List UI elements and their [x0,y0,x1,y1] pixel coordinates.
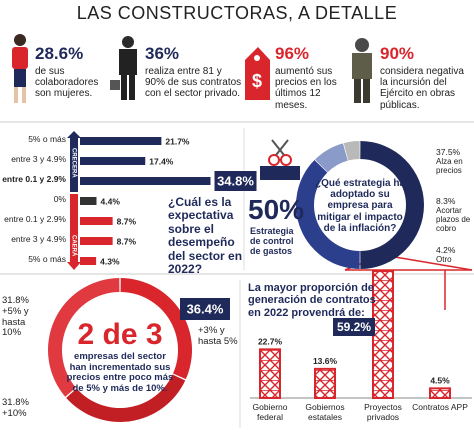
category-label: Gobierno federal [252,402,288,422]
category-label: Alza en precios [436,157,463,175]
value-label: 4.5% [430,376,450,386]
category-label: entre 0.1 y 2.9% [2,174,66,184]
stat-value: 36% [145,44,180,63]
value-label: 50% [248,194,305,225]
value-label: 8.3% [436,196,456,206]
category-label: +10% [2,408,27,419]
value-box [180,298,230,320]
soldier-icon [352,38,372,103]
stat-value: 96% [275,44,310,63]
category-label: +5% y hasta 10% [2,306,29,339]
value-label: 8.7% [117,236,137,246]
slice [360,141,424,269]
bar [80,157,146,165]
axis-label: CAERÁ [70,235,77,257]
bar [314,367,336,400]
value-label: 13.6% [313,356,338,366]
axis-label: CRECERÁ [70,148,77,178]
category-label: entre 0.1 y 2.9% [4,214,66,224]
value-label: 17.4% [149,156,174,166]
ring-text: empresas del sector han incrementado sus… [66,351,174,394]
value-label: 4.4% [101,196,121,206]
category-label: 5% o más [28,134,66,144]
question: ¿Qué estrategia ha adoptado su empresa p… [314,178,406,234]
bar [80,137,162,145]
bar [429,387,451,400]
value-box [333,318,375,336]
category-label: 0% [53,194,66,204]
bar-title: La mayor proporción de generación de con… [248,282,376,319]
bar [80,197,97,205]
title: LAS CONSTRUCTORAS, A DETALLE [76,3,398,23]
category-label: entre 3 y 4.9% [11,154,66,164]
slice [47,278,120,397]
bar [80,257,97,265]
value-label: 34.8% [217,173,254,188]
value-label: 36.4% [187,301,224,316]
bar [80,177,211,185]
category-label: Proyectos privados [364,402,402,422]
growth-axis [67,131,81,192]
slice [120,278,192,380]
category-label: Contratos APP [412,402,468,412]
stat-text: de sus colaboradores son mujeres. [35,66,99,100]
category-label: entre 3 y 4.9% [11,234,66,244]
svg-text:$: $ [252,71,262,91]
scissors-icon [260,139,300,180]
value-label: 22.7% [258,337,283,347]
category-label: 5% o más [28,254,66,264]
value-label: 8.7% [117,216,137,226]
stat-text: realiza entre 81 y 90% de sus contratos … [145,66,242,100]
category-label: +3% y hasta 5% [198,325,238,347]
slice [296,160,360,269]
bar [80,217,113,225]
stat-text: aumentó sus precios en los últimos 12 me… [275,66,337,111]
category-label: Otro [436,255,452,264]
slice [343,141,360,161]
value-label: 31.8% [2,397,29,408]
man-icon [110,36,137,100]
value-label: 4.2% [436,245,456,255]
value-label: 4.3% [100,256,120,266]
price-tag-icon: $ [245,47,270,100]
value-label: 21.7% [165,136,190,146]
category-label: Gobiernos estatales [305,402,345,422]
category-label: Acortar plazos de cobro [436,206,471,233]
value-label: 31.8% [2,295,29,306]
stat-value: 28.6% [35,44,84,63]
bar [259,348,281,400]
value-label: 37.5% [436,147,461,157]
stat-text: considera negativa la incursión del Ejér… [380,66,464,111]
value-label: 59.2% [337,320,371,334]
slice [315,143,348,173]
bar [372,270,394,399]
value-box [214,171,257,191]
slice [66,374,186,423]
stat-value: 90% [380,44,415,63]
bar [80,237,113,245]
woman-icon [12,34,28,103]
highlight: 2 de 3 [77,318,163,351]
category-label: Estrategia de control de gastos [250,226,294,257]
fall-axis [67,194,81,270]
question: ¿Cuál es la expectativa sobre el desempe… [168,195,243,277]
